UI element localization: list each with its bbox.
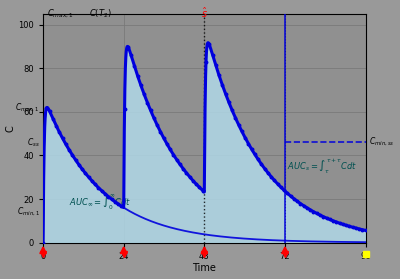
Text: $C(T_2)$: $C(T_2)$: [89, 8, 112, 20]
Text: $C_{max,1}$: $C_{max,1}$: [46, 8, 73, 20]
Text: $AUC_\infty = \int_0^\infty Cdt$: $AUC_\infty = \int_0^\infty Cdt$: [69, 194, 132, 213]
Text: $C_{min,1}$: $C_{min,1}$: [17, 206, 40, 218]
Text: $C_{min,ss}$: $C_{min,ss}$: [369, 136, 394, 148]
Text: $C_{max,1}$: $C_{max,1}$: [15, 101, 40, 114]
Text: $\hat{s}$: $\hat{s}$: [201, 6, 208, 20]
X-axis label: Time: Time: [192, 263, 216, 273]
Text: $C_{ss}$: $C_{ss}$: [27, 136, 40, 148]
Text: $AUC_s = \int_\tau^{\tau+\tau} Cdt$: $AUC_s = \int_\tau^{\tau+\tau} Cdt$: [287, 157, 357, 176]
Y-axis label: C: C: [6, 125, 16, 131]
